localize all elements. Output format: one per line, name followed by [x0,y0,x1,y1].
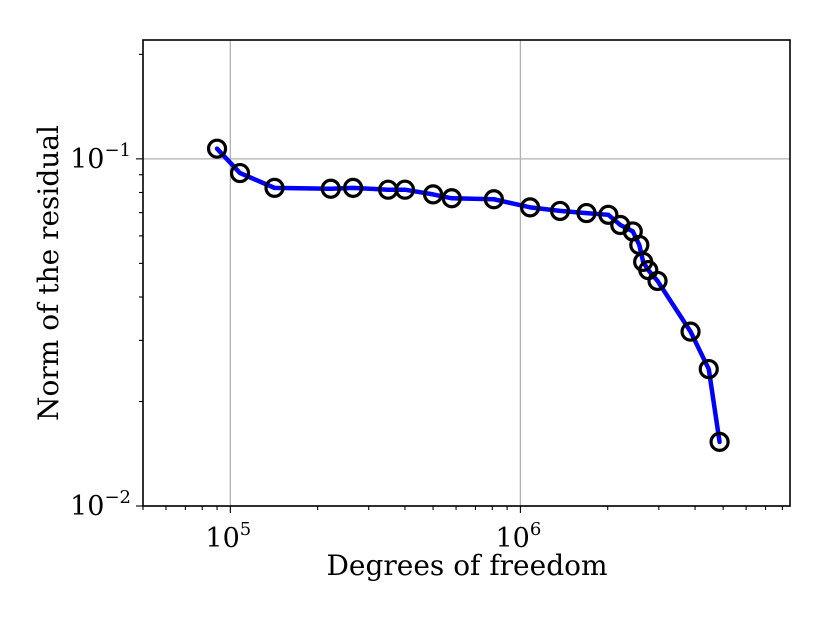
y-axis-label: Norm of the residual [32,125,65,421]
data-point-marker [422,184,444,205]
data-point-marker [680,321,701,342]
y-tick-label: 10−1 [70,140,131,175]
data-point-marker [320,178,341,199]
data-point-marker [549,200,571,222]
data-point-marker [206,138,228,159]
data-point-marker [647,270,668,292]
ticks: 105 106 10−2 10−1 [70,53,783,554]
x-axis-label: Degrees of freedom [326,549,607,582]
data-point-marker [598,204,619,225]
series-group [206,138,730,452]
data-point-marker [519,197,541,218]
y-tick-label: 10−2 [70,487,131,522]
data-point-marker [576,202,597,224]
data-point-marker [342,177,364,198]
grid [143,40,790,507]
data-point-marker [264,177,285,198]
data-point-marker [709,431,730,452]
data-point-marker [441,188,462,209]
data-point-marker [483,189,504,210]
data-point-marker [698,358,719,380]
x-tick-label: 105 [205,519,251,554]
x-tick-label: 106 [495,519,541,554]
data-point-marker [394,179,416,200]
data-point-marker [229,162,251,184]
series-line [214,146,722,445]
plot-frame [142,39,791,507]
